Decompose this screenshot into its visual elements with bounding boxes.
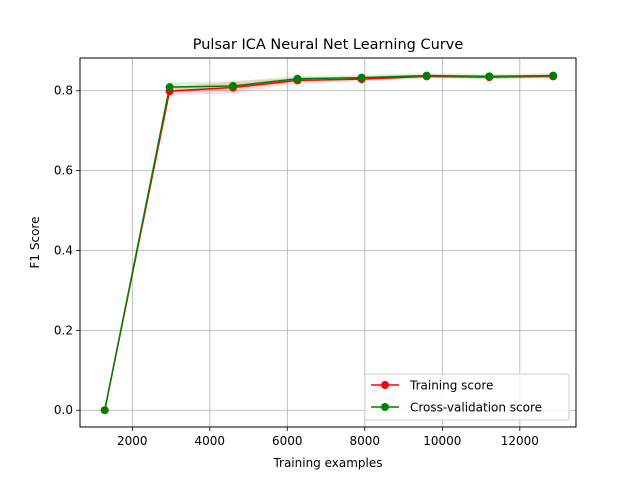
legend-label-cv: Cross-validation score: [410, 401, 542, 415]
y-tick-label: 0.6: [54, 164, 73, 178]
legend-marker-training: [381, 381, 389, 389]
y-tick-label: 0.8: [54, 84, 73, 98]
plot-frame: [79, 57, 577, 428]
x-tick-label: 4000: [195, 434, 226, 448]
y-tick-label: 0.0: [54, 403, 73, 417]
data-point-1: [357, 73, 366, 82]
x-tick-label: 2000: [117, 434, 148, 448]
series-points: [100, 71, 558, 415]
data-point-1: [100, 406, 109, 415]
x-tick-label: 10000: [423, 434, 461, 448]
y-tick-label: 0.4: [54, 243, 73, 257]
x-tick-label: 6000: [272, 434, 303, 448]
series-line-0: [103, 75, 554, 411]
legend-box: [364, 373, 570, 421]
x-axis-label: Training examples: [272, 456, 382, 470]
x-tick-label: 12000: [501, 434, 539, 448]
y-axis-ticks: 0.0 0.2 0.4 0.6 0.8: [54, 84, 80, 417]
y-tick-label: 0.2: [54, 323, 73, 337]
data-point-1: [165, 83, 174, 92]
data-point-1: [485, 72, 494, 81]
grid: [80, 58, 576, 427]
x-axis-ticks: 2000 4000 6000 8000 10000 12000: [117, 427, 539, 448]
x-tick-label: 8000: [350, 434, 381, 448]
legend-marker-cv: [381, 403, 389, 411]
series-line-1: [103, 74, 554, 411]
data-point-1: [422, 71, 431, 80]
series-lines: [103, 74, 554, 411]
y-axis-label: F1 Score: [28, 217, 42, 269]
chart-title: Pulsar ICA Neural Net Learning Curve: [193, 37, 464, 53]
legend-label-training: Training score: [409, 379, 493, 393]
data-point-1: [293, 74, 302, 83]
data-point-1: [229, 81, 238, 90]
data-point-1: [549, 71, 558, 80]
legend: Training score Cross-validation score: [364, 373, 570, 421]
